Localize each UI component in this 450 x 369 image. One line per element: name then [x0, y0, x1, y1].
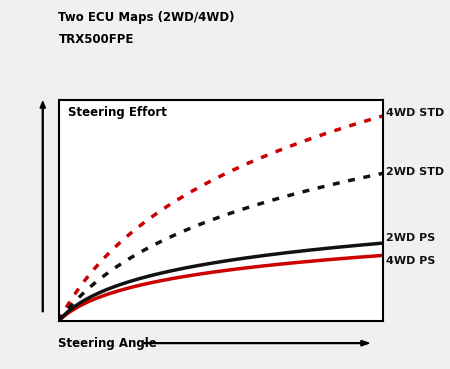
Text: 2WD STD: 2WD STD [386, 167, 444, 177]
Text: 4WD STD: 4WD STD [386, 108, 444, 118]
Text: TRX500FPE: TRX500FPE [58, 33, 134, 46]
Text: 2WD PS: 2WD PS [386, 233, 435, 243]
Text: Steering Effort: Steering Effort [68, 106, 167, 119]
Text: Two ECU Maps (2WD/4WD): Two ECU Maps (2WD/4WD) [58, 11, 235, 24]
Text: Steering Angle: Steering Angle [58, 337, 157, 350]
Text: 4WD PS: 4WD PS [386, 256, 435, 266]
